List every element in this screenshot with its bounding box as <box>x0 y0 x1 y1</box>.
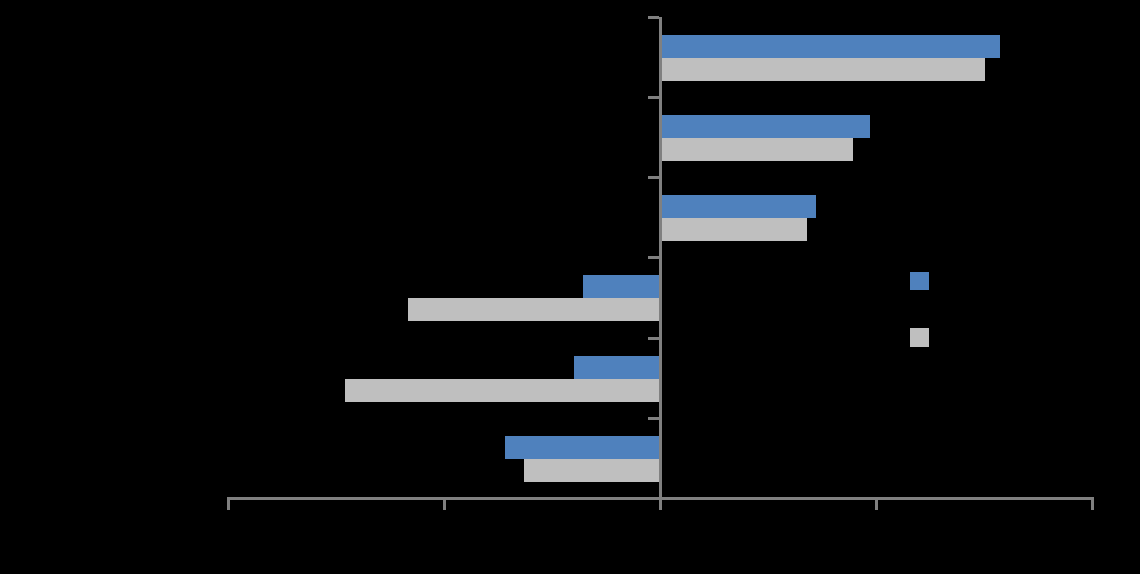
category-tick <box>648 497 659 500</box>
category-tick <box>648 15 659 19</box>
y-axis <box>659 17 662 500</box>
bar-blue-row3 <box>660 195 817 219</box>
bar-gray-row2 <box>660 137 853 161</box>
x-axis-tick <box>1091 497 1094 510</box>
category-tick <box>648 336 659 340</box>
bar-gray-row4 <box>407 298 661 322</box>
category-tick <box>648 256 659 260</box>
x-axis-tick <box>659 497 662 510</box>
bar-blue-row5 <box>574 355 661 379</box>
category-tick <box>648 416 659 420</box>
bar-gray-row6 <box>524 458 661 482</box>
bar-gray-row5 <box>345 378 661 402</box>
bar-blue-row6 <box>504 435 661 459</box>
bar-gray-row1 <box>660 57 985 81</box>
x-axis-tick <box>227 497 230 510</box>
legend-swatch-blue-series <box>910 272 929 290</box>
bar-gray-row3 <box>660 218 808 242</box>
bar-blue-row1 <box>660 34 1000 58</box>
category-tick <box>648 176 659 179</box>
bar-blue-row4 <box>582 275 661 299</box>
legend-swatch-gray-series <box>910 328 929 347</box>
bar-blue-row2 <box>660 114 871 138</box>
category-tick <box>648 95 659 99</box>
x-axis-tick <box>875 497 878 510</box>
x-axis-tick <box>443 497 446 510</box>
